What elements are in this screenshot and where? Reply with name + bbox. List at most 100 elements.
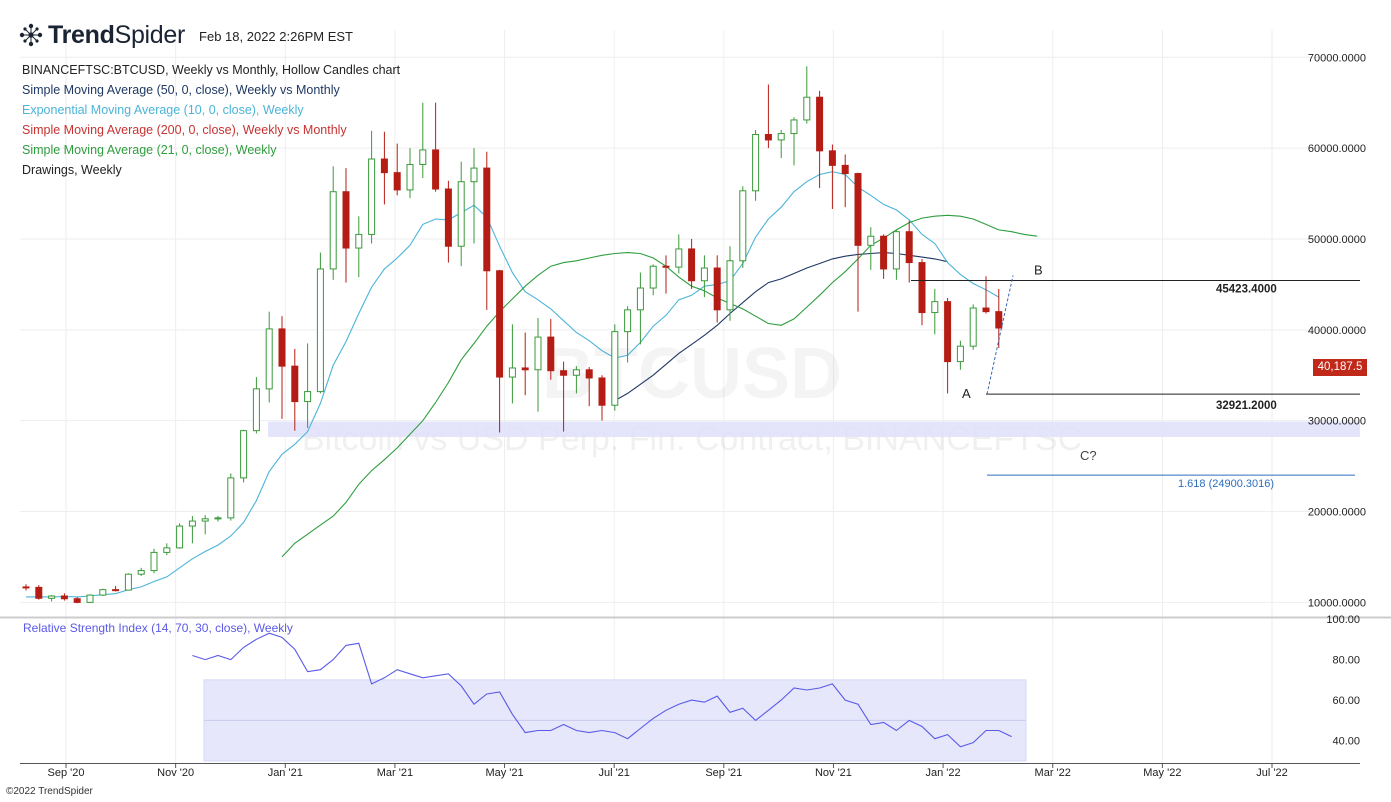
candle-body — [918, 262, 926, 314]
candle-body — [880, 235, 888, 270]
candle-body — [649, 265, 657, 289]
candle-body — [176, 525, 184, 549]
candle-body — [790, 119, 798, 135]
candle-body — [470, 167, 478, 183]
time-axis-label: Mar '22 — [1035, 767, 1071, 779]
candle-body — [48, 595, 56, 599]
trendspider-logo: TrendSpider — [18, 21, 185, 50]
copyright: ©2022 TrendSpider — [6, 786, 93, 797]
candle-body — [764, 133, 772, 141]
legend-item[interactable]: Simple Moving Average (50, 0, close), We… — [22, 83, 340, 97]
candle-body — [355, 233, 363, 249]
rsi-axis-label: 40.00 — [1332, 736, 1360, 748]
wave-label-c: C? — [1080, 448, 1097, 463]
candle-body — [982, 307, 990, 313]
candle-body — [304, 391, 312, 403]
price-axis-label: 50000.0000 — [1308, 234, 1366, 246]
time-axis-label: Jan '21 — [268, 767, 303, 779]
candle-body — [956, 345, 964, 363]
time-axis-label: Sep '20 — [48, 767, 85, 779]
candle-body — [316, 268, 324, 393]
timestamp: Feb 18, 2022 2:26PM EST — [199, 28, 353, 44]
candle-body — [432, 149, 440, 190]
candle-body — [278, 328, 286, 367]
candles — [22, 66, 1003, 604]
legend-item[interactable]: BINANCEFTSC:BTCUSD, Weekly vs Monthly, H… — [22, 63, 401, 77]
rsi-line — [192, 632, 1012, 748]
candle-body — [700, 267, 708, 282]
candle-body — [713, 267, 721, 311]
candle-body — [636, 287, 644, 311]
candle-body — [112, 589, 120, 592]
candle-body — [73, 598, 81, 603]
time-axis-label: Mar '21 — [377, 767, 413, 779]
time-axis-label: Jan '22 — [926, 767, 961, 779]
candle-body — [726, 260, 734, 311]
time-axis-label: May '22 — [1143, 767, 1181, 779]
candle-body — [368, 158, 376, 235]
price-axis-label: 40000.0000 — [1308, 325, 1366, 337]
candle-body — [969, 307, 977, 347]
wave-dashed-line — [986, 275, 1014, 395]
candle-body — [214, 517, 222, 520]
candle-body — [624, 309, 632, 333]
candle-body — [854, 173, 862, 246]
rsi-axis-label: 100.00 — [1326, 614, 1360, 626]
level-b-value: 45423.4000 — [1216, 284, 1277, 296]
time-axis-label: Jul '21 — [598, 767, 629, 779]
candle-body — [841, 164, 849, 175]
candle-body — [240, 430, 248, 479]
moving-average-line — [281, 214, 1038, 558]
price-axis-label: 60000.0000 — [1308, 143, 1366, 155]
legend-item[interactable]: Simple Moving Average (200, 0, close), W… — [22, 123, 347, 137]
candle-body — [419, 149, 427, 165]
candle-body — [60, 595, 68, 600]
candle-body — [252, 388, 260, 432]
candle-body — [508, 367, 516, 378]
candle-body — [777, 133, 785, 141]
time-axis-label: Nov '21 — [815, 767, 852, 779]
candle-body — [483, 167, 491, 272]
level-a-value: 32921.2000 — [1216, 400, 1277, 412]
candle-body — [124, 573, 132, 591]
candle-body — [995, 311, 1003, 329]
candle-body — [534, 336, 542, 371]
candle-body — [611, 331, 619, 406]
brand-name: TrendSpider — [48, 20, 186, 49]
time-axis-label: Jul '22 — [1256, 767, 1287, 779]
price-axis-label: 30000.0000 — [1308, 416, 1366, 428]
candle-body — [188, 520, 196, 527]
candle-body — [892, 231, 900, 270]
legend-item[interactable]: Exponential Moving Average (10, 0, close… — [22, 103, 304, 117]
candle-body — [227, 477, 235, 519]
moving-average-line — [26, 171, 1000, 598]
time-axis-label: May '21 — [485, 767, 523, 779]
rsi-axis-label: 60.00 — [1332, 695, 1360, 707]
candle-body — [163, 547, 171, 553]
wave-label-a: A — [962, 386, 971, 401]
fib-support-zone — [268, 421, 1360, 438]
candle-body — [265, 328, 273, 390]
candle-body — [598, 377, 606, 406]
candle-body — [496, 270, 504, 378]
legend-item[interactable]: Simple Moving Average (21, 0, close), We… — [22, 143, 277, 157]
candle-body — [816, 96, 824, 152]
candle-body — [329, 191, 337, 270]
candle-body — [99, 589, 107, 596]
candle-body — [828, 150, 836, 166]
rsi-title: Relative Strength Index (14, 70, 30, clo… — [23, 621, 293, 635]
trendspider-logo-icon — [19, 23, 43, 47]
candle-body — [675, 248, 683, 268]
legend-item[interactable]: Drawings, Weekly — [22, 163, 122, 177]
candle-body — [944, 301, 952, 363]
candle-body — [739, 190, 747, 262]
candle-body — [572, 369, 580, 376]
candle-body — [688, 248, 696, 282]
candle-body — [867, 235, 875, 246]
candle-body — [137, 570, 145, 575]
price-axis-label: 70000.0000 — [1308, 52, 1366, 64]
candle-body — [406, 163, 414, 191]
candle-body — [752, 133, 760, 192]
candle-body — [444, 188, 452, 247]
